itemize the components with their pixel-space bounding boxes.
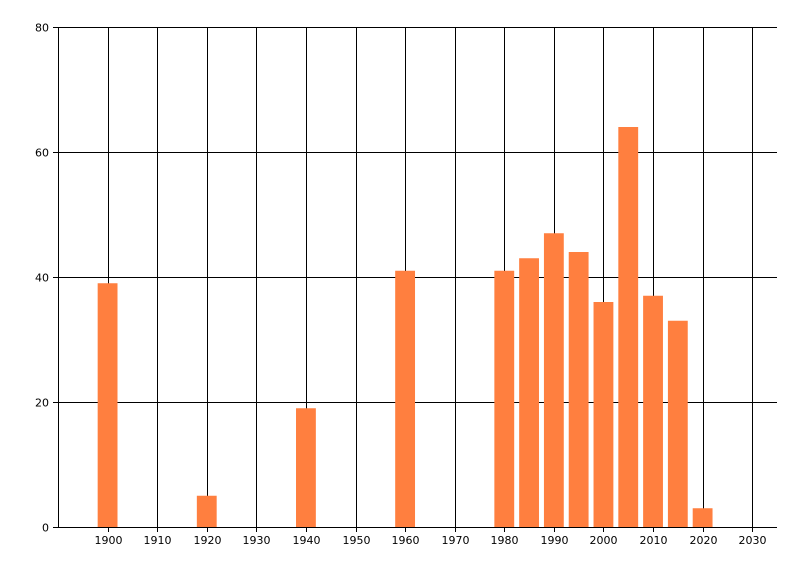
bar-1980 bbox=[494, 270, 515, 527]
x-tick-label-1910: 1910 bbox=[144, 534, 172, 547]
bar-1995 bbox=[568, 252, 589, 527]
x-tick-label-1940: 1940 bbox=[293, 534, 321, 547]
bar-1920 bbox=[196, 495, 217, 527]
x-tick-label-1990: 1990 bbox=[541, 534, 569, 547]
bar-1960 bbox=[395, 270, 416, 527]
x-tick-label-1930: 1930 bbox=[243, 534, 271, 547]
x-tick-label-1980: 1980 bbox=[491, 534, 519, 547]
y-tick-label-20: 20 bbox=[35, 397, 49, 410]
bars bbox=[97, 127, 713, 527]
y-tick-label-80: 80 bbox=[35, 22, 49, 35]
y-tick-label-60: 60 bbox=[35, 147, 49, 160]
x-tick-label-1960: 1960 bbox=[392, 534, 420, 547]
bar-1990 bbox=[543, 233, 564, 527]
y-tick-label-40: 40 bbox=[35, 272, 49, 285]
bar-1940 bbox=[296, 408, 316, 527]
bar-2015 bbox=[667, 320, 688, 527]
bar-2005 bbox=[618, 127, 639, 527]
grid-lines bbox=[58, 27, 777, 528]
bar-2000 bbox=[593, 302, 614, 527]
x-tick-label-1970: 1970 bbox=[442, 534, 470, 547]
x-tick-label-2030: 2030 bbox=[739, 534, 767, 547]
bar-2010 bbox=[643, 295, 663, 527]
bar-1900 bbox=[97, 283, 118, 527]
tick-labels: 0 20 40 60 80 1900 1910 1920 1930 1940 1950 1960 197… bbox=[35, 22, 767, 548]
x-tick-label-1950: 1950 bbox=[343, 534, 371, 547]
y-tick-label-0: 0 bbox=[42, 522, 49, 535]
bar-1985 bbox=[519, 258, 539, 527]
x-tick-label-1900: 1900 bbox=[95, 534, 123, 547]
x-tick-label-2020: 2020 bbox=[690, 534, 718, 547]
axes bbox=[53, 27, 777, 532]
x-tick-label-2000: 2000 bbox=[590, 534, 618, 547]
x-tick-label-1920: 1920 bbox=[194, 534, 222, 547]
bar-2020 bbox=[692, 508, 713, 527]
x-tick-label-2010: 2010 bbox=[640, 534, 668, 547]
